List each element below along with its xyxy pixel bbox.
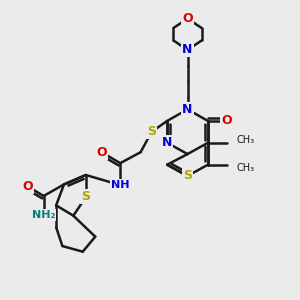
Text: O: O	[182, 12, 193, 25]
Text: NH: NH	[111, 180, 130, 190]
Text: S: S	[183, 169, 192, 182]
Text: N: N	[182, 44, 193, 56]
Text: O: O	[96, 146, 107, 159]
Text: S: S	[147, 125, 156, 138]
Text: CH₃: CH₃	[236, 163, 254, 173]
Text: NH₂: NH₂	[32, 210, 55, 220]
Text: S: S	[81, 190, 90, 203]
Text: CH₃: CH₃	[236, 135, 254, 145]
Text: O: O	[23, 180, 33, 193]
Text: N: N	[162, 136, 172, 149]
Text: O: O	[221, 114, 232, 128]
Text: N: N	[182, 103, 193, 116]
